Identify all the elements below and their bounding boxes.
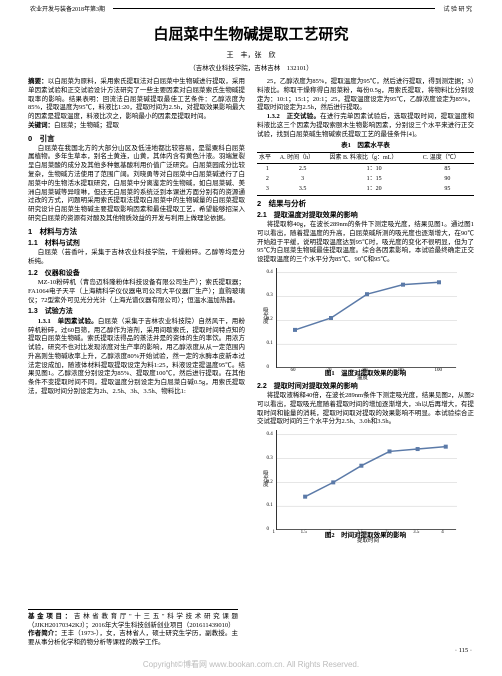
- section-1-3-heading: 1.3 试验方法: [28, 307, 245, 316]
- section-1-heading: 1 材料与方法: [28, 227, 245, 237]
- issue: 2018年第3期: [72, 4, 105, 13]
- figure-1-chart: 吸光度 温度 00.10.20.30.460708090100: [276, 268, 456, 368]
- keywords-label: 关键词：: [28, 122, 54, 129]
- section-2-2-heading: 2.2 提取时间对提取效果的影响: [257, 382, 474, 391]
- left-column: 摘要：以白屈菜为原料，采用索氏提取法对白屈菜中生物碱进行提取，采用单因素试验和正…: [28, 78, 245, 544]
- table1-header-cell: 因素 B. 料液比（g：mL）: [328, 153, 421, 164]
- table1-title: 表1 因素水平表: [257, 142, 474, 151]
- two-column-body: 摘要：以白屈菜为原料，采用索氏提取法对白屈菜中生物碱进行提取，采用单因素试验和正…: [0, 78, 502, 544]
- page-header: 农业开发与装备 2018年第3期 试 验 研 究: [0, 0, 502, 15]
- authors: 王 丰，张 欣: [0, 50, 502, 60]
- section-1-1-heading: 1.1 材料与试剂: [28, 239, 245, 248]
- figure-2-chart: 吸光度 提取时间 00.10.20.30.411.522.533.54: [276, 430, 456, 530]
- table1-header-cell: A. 时间（h）: [278, 153, 328, 164]
- table1-header-cell: 水平: [257, 153, 278, 164]
- abstract-label: 摘要：: [28, 78, 48, 85]
- section-1-2-body: MZ-10粉碎机（青岛迈科隆粉体科技设备有限公司生产）；索氏提取器；FA1064…: [28, 279, 245, 305]
- keywords-text: 白屈菜；生物碱；提取: [54, 122, 119, 129]
- right-p1: 25，乙醇浓度为85%，提取温度为95℃，然后进行提取，得到测定据；3）料液比。…: [257, 78, 474, 113]
- section-1-3-2-label: 1.3.2 正交试验。: [267, 113, 320, 120]
- abstract-text: 以白屈菜为原料，采用索氏提取法对白屈菜中生物碱进行提取，采用单因素试验和正交试验…: [28, 78, 245, 120]
- abstract: 摘要：以白屈菜为原料，采用索氏提取法对白屈菜中生物碱进行提取，采用单因素试验和正…: [28, 78, 245, 131]
- article-title: 白屈菜中生物碱提取工艺研究: [0, 23, 502, 44]
- section-1-3-1-label: 1.3.1 单因素试验。: [38, 318, 98, 325]
- section-2-2-body: 将提取液稀释40倍，在波长289nm条件下测定吸光度，结果见图2，从图2可以看出…: [257, 392, 474, 427]
- section-1-1-body: 白屈菜（芸香叶，采集于吉林农业科技学院，干燥粉碎。乙醇等均是分析纯。: [28, 249, 245, 267]
- section-0-body: 白屈菜在我国北方的大部分山区及低洼地都比较容易，是罂粟科白屈菜属植物。多年生草本…: [28, 145, 245, 224]
- header-line: [113, 8, 435, 13]
- footer-notes: 基金项目：吉林省教育厅"十三五"科学技术研究课题（JJKH20170342KJ）…: [28, 609, 238, 648]
- section-1-3-1-body: 1.3.1 单因素试验。白屈菜（采集于吉林农业科技院）自然风干，用粉碎机粉碎，过…: [28, 318, 245, 397]
- section-0-heading: 0 引言: [28, 134, 245, 144]
- table1: 水平A. 时间（h）因素 B. 料液比（g：mL）C. 温度（℃） 12.51：…: [257, 152, 474, 195]
- section-2-heading: 2 结果与分析: [257, 199, 474, 209]
- fund-label: 基金项目：: [28, 613, 74, 620]
- journal-name: 农业开发与装备: [30, 4, 72, 13]
- section-2-1-body: 将提取称40g，在波长289nm的条件下测定吸光度，结果见图1。通过图1可以看出…: [257, 221, 474, 265]
- table1-header-cell: C. 温度（℃）: [421, 153, 474, 164]
- right-column: 25，乙醇浓度为85%，提取温度为95℃，然后进行提取，得到测定据；3）料液比。…: [257, 78, 474, 544]
- chart1-xlabel: 温度: [357, 375, 368, 382]
- section-1-2-heading: 1.2 仪器和设备: [28, 269, 245, 278]
- section-name: 试 验 研 究: [443, 4, 472, 13]
- page-number: · 115 ·: [455, 647, 472, 654]
- section-2-1-heading: 2.1 提取温度对提取效果的影响: [257, 211, 474, 220]
- chart2-xlabel: 提取时间: [357, 538, 379, 545]
- table-row: 33.51：2095: [257, 184, 474, 195]
- affiliation: （吉林农业科技学院，吉林吉林 132101）: [0, 62, 502, 72]
- watermark: Copyright©博看网 www.bookan.com.cn. All Rig…: [0, 659, 502, 670]
- section-1-3-2-body: 1.3.2 正交试验。在进行完单因素试验后，选取提取时间，提取温度和料液比这三个…: [257, 113, 474, 139]
- author-bio-label: 作者简介：: [28, 630, 61, 637]
- table-row: 12.51：1085: [257, 164, 474, 175]
- table-row: 231：1590: [257, 174, 474, 184]
